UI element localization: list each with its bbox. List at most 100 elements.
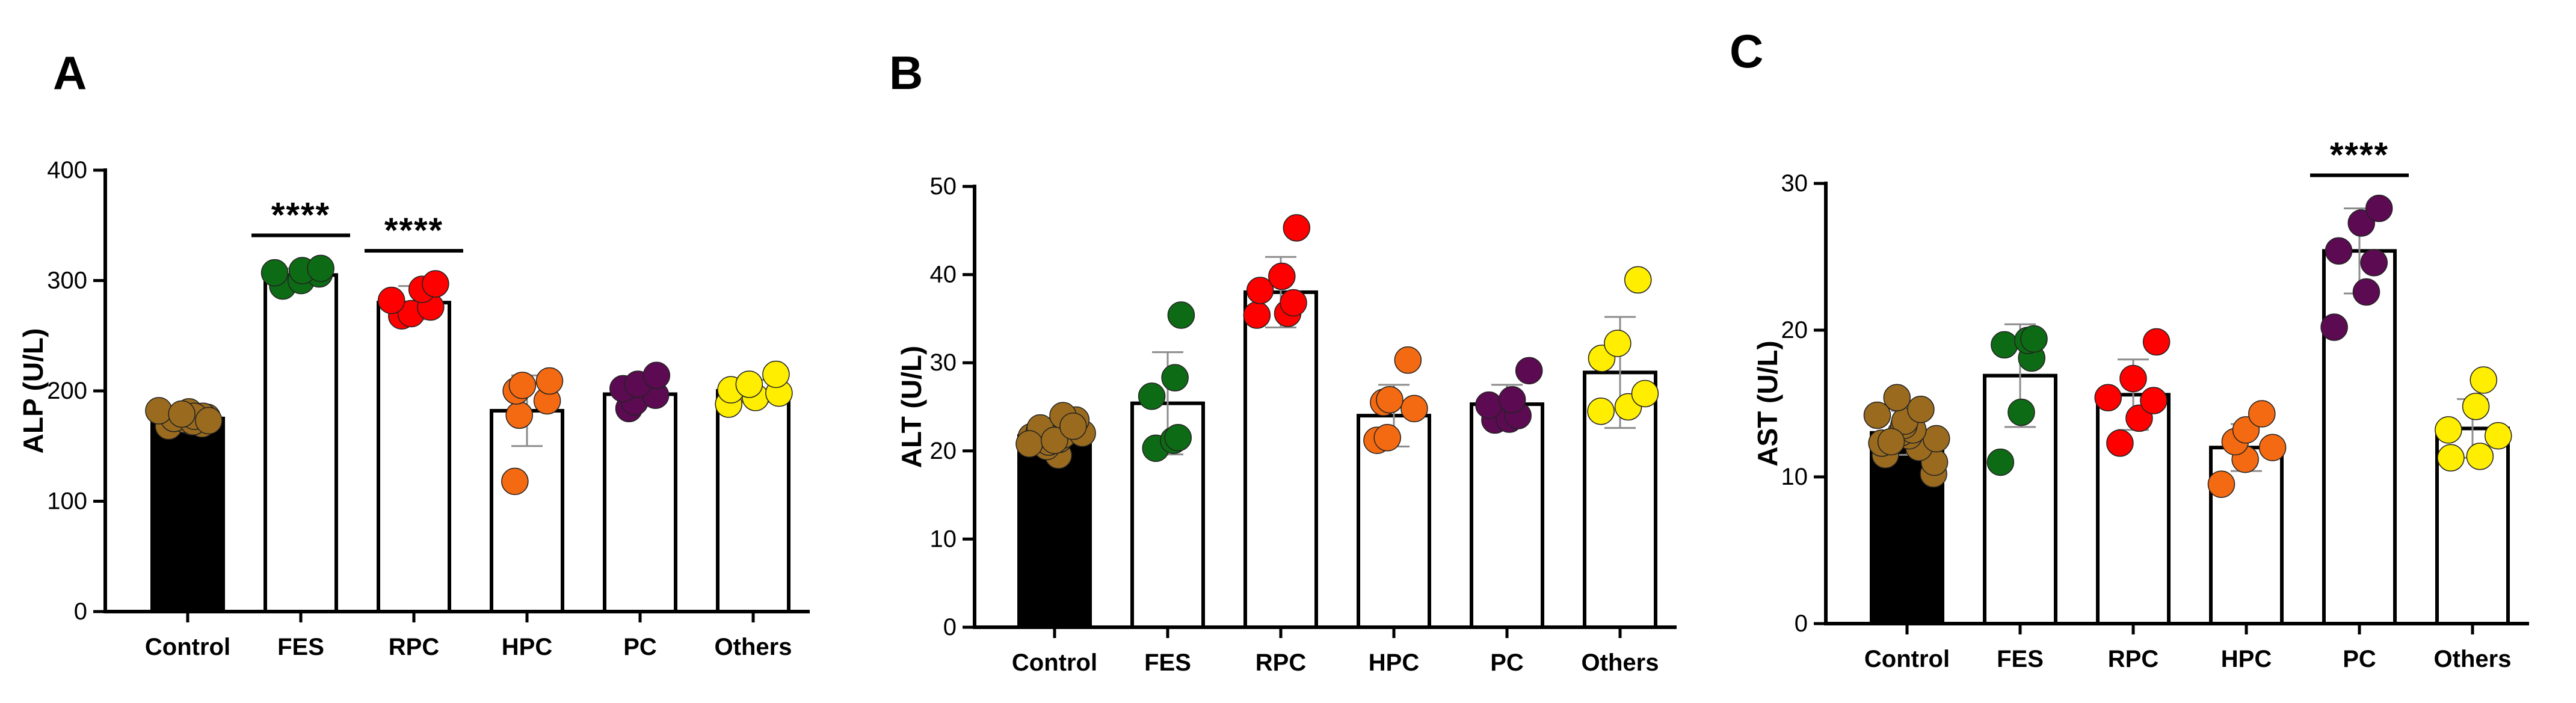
x-tick-label-hpc: HPC: [502, 634, 552, 660]
data-point-pc: [2320, 313, 2348, 341]
data-point-pc: [2325, 237, 2353, 265]
panel-letter: C: [1730, 25, 1763, 78]
x-tick-label-fes: FES: [277, 634, 324, 660]
y-tick-label: 0: [1795, 610, 1808, 637]
y-tick-label: 200: [47, 378, 87, 404]
data-point-control: [1883, 384, 1911, 411]
bar-pc: [603, 392, 677, 613]
data-point-hpc: [501, 467, 529, 496]
data-point-hpc: [505, 401, 533, 429]
data-point-hpc: [1400, 394, 1428, 423]
y-axis-title: ALP (U/L): [17, 328, 49, 454]
data-point-pc: [1475, 391, 1503, 419]
y-tick-label: 50: [930, 173, 957, 200]
data-point-control: [145, 397, 173, 425]
data-point-others: [1624, 266, 1652, 294]
data-point-others: [2466, 443, 2494, 470]
bar-pc: [2322, 249, 2397, 625]
data-point-fes: [1161, 364, 1189, 391]
y-tick-label: 10: [1781, 464, 1808, 490]
data-point-others: [1587, 398, 1615, 425]
data-point-control: [168, 400, 196, 428]
data-point-control: [1907, 396, 1935, 423]
x-tick-label-hpc: HPC: [1369, 649, 1419, 676]
panel-letter: B: [889, 46, 923, 99]
panel-a: A ALP (U/L) Control FES RPC HPC PC Others 0 100 20…: [17, 46, 810, 660]
data-point-control: [1863, 401, 1891, 429]
data-point-hpc: [2207, 470, 2236, 498]
data-point-fes: [2020, 325, 2048, 353]
bar-fes: [263, 273, 338, 613]
x-tick-label-control: Control: [1864, 646, 1950, 672]
data-point-control: [1922, 425, 1950, 453]
data-point-fes: [1986, 448, 2015, 476]
data-point-fes: [1138, 382, 1166, 410]
y-tick-label: 10: [930, 526, 957, 552]
x-tick-label-others: Others: [715, 634, 792, 660]
y-axis-title: AST (U/L): [1752, 340, 1783, 467]
x-tick-label-rpc: RPC: [389, 634, 439, 660]
significance-label-rpc: ****: [384, 211, 443, 250]
data-point-rpc: [2094, 384, 2122, 411]
panel-c: C AST (U/L) Control FES RPC HPC PC Others 0 10 20 3…: [1730, 25, 2529, 672]
y-tick-label: 20: [1781, 317, 1808, 343]
x-tick-label-others: Others: [1582, 649, 1659, 676]
data-point-rpc: [1243, 301, 1271, 329]
panel-b: B ALT (U/L) Control FES RPC HPC PC Others 0 10 20 3…: [889, 46, 1677, 676]
bar-others: [716, 389, 790, 613]
data-point-rpc: [1280, 289, 1307, 317]
data-point-rpc: [1283, 214, 1311, 242]
data-point-fes: [1167, 301, 1195, 329]
data-point-pc: [2360, 249, 2388, 277]
data-point-others: [2435, 416, 2462, 444]
y-tick-label: 100: [47, 488, 87, 515]
data-point-hpc: [1376, 386, 1404, 414]
y-tick-label: 300: [47, 268, 87, 294]
data-point-control: [1059, 413, 1087, 440]
panel-letter: A: [53, 46, 87, 99]
y-axis-title: ALT (U/L): [896, 346, 927, 468]
data-point-others: [2485, 422, 2512, 450]
bar-control: [150, 416, 225, 613]
data-point-others: [2437, 444, 2465, 472]
data-point-rpc: [2140, 387, 2168, 414]
x-tick-label-pc: PC: [2343, 646, 2376, 672]
data-point-rpc: [2142, 328, 2171, 356]
data-point-fes: [1991, 331, 2018, 359]
data-point-pc: [2365, 194, 2393, 223]
y-tick-label: 0: [943, 614, 957, 640]
data-point-control: [1041, 426, 1068, 454]
data-point-pc: [2352, 278, 2380, 306]
data-point-others: [2470, 366, 2498, 394]
data-point-others: [762, 360, 790, 388]
x-tick-label-fes: FES: [1144, 649, 1191, 676]
x-tick-label-control: Control: [145, 634, 230, 660]
data-point-hpc: [508, 372, 537, 399]
data-point-rpc: [2119, 364, 2147, 393]
data-point-others: [2462, 393, 2490, 420]
data-point-rpc: [422, 270, 449, 298]
data-point-hpc: [535, 367, 564, 395]
data-point-hpc: [2248, 400, 2276, 428]
bar-rpc: [1243, 290, 1318, 630]
x-tick-label-rpc: RPC: [1256, 649, 1306, 676]
data-point-others: [735, 370, 763, 398]
data-point-rpc: [1246, 277, 1274, 304]
x-tick-label-rpc: RPC: [2108, 646, 2158, 672]
data-point-fes: [260, 259, 289, 287]
y-tick-label: 40: [930, 262, 957, 288]
data-point-control: [1015, 430, 1043, 458]
data-point-others: [1604, 330, 1632, 357]
data-point-fes: [307, 254, 334, 283]
x-tick-label-fes: FES: [1997, 646, 2044, 672]
bar-rpc: [377, 301, 451, 613]
data-point-control: [1877, 428, 1905, 456]
data-point-fes: [2007, 398, 2035, 426]
significance-label-fes: ****: [271, 195, 330, 235]
y-tick-label: 400: [47, 157, 87, 183]
data-point-hpc: [1373, 424, 1401, 452]
y-tick-label: 30: [930, 349, 957, 376]
data-point-pc: [642, 361, 671, 390]
x-tick-label-pc: PC: [623, 634, 657, 660]
